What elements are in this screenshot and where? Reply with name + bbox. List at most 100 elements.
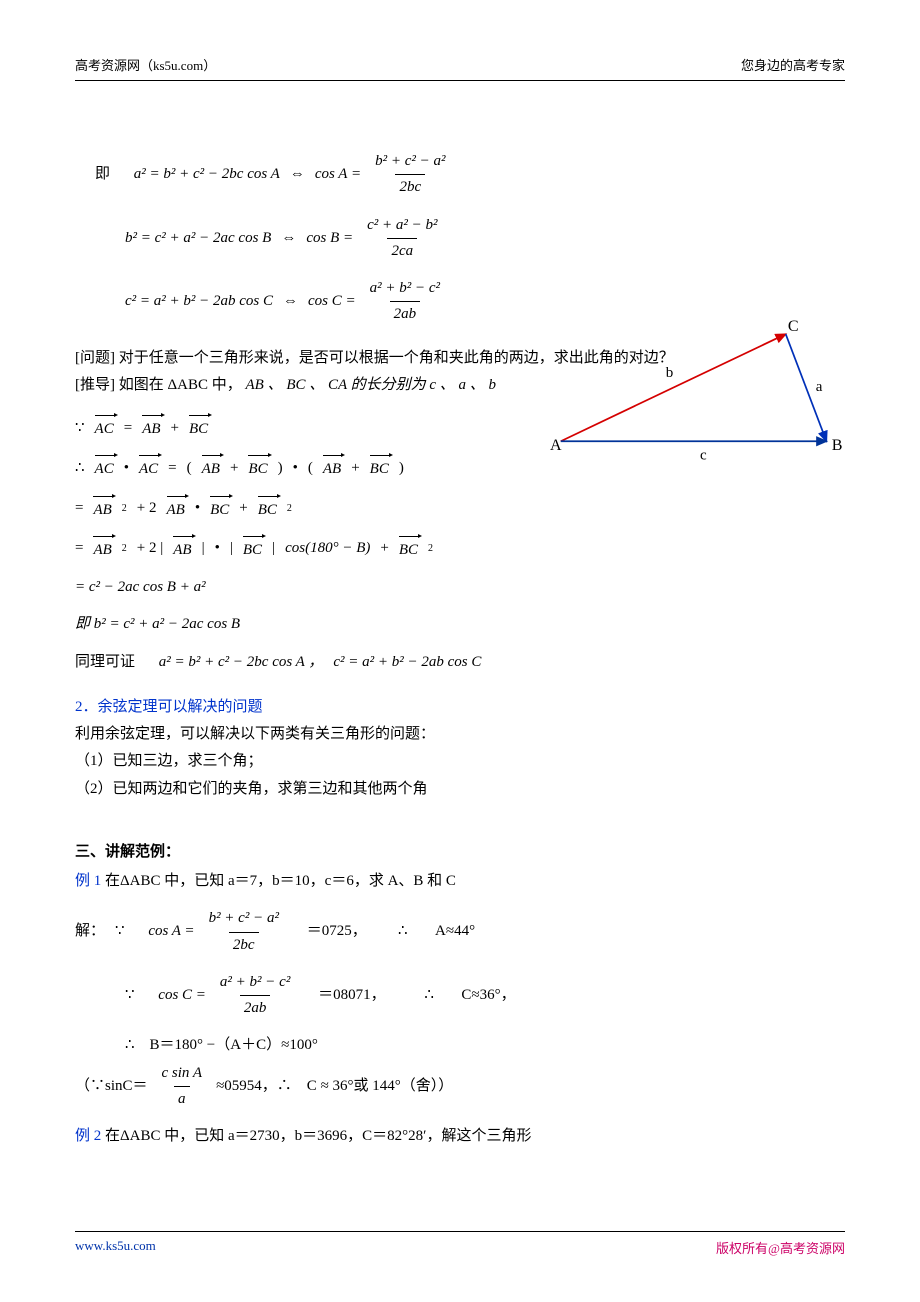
side-c: c <box>700 447 707 463</box>
ex1-l1-res: A≈44° <box>435 920 475 943</box>
eq-cosA-lhs: a² = b² + c² − 2bc cos A <box>134 163 280 186</box>
sup2: 2 <box>122 501 127 517</box>
frac-den: a <box>174 1086 190 1111</box>
ex1-cosC: cos C = <box>158 984 206 1007</box>
because-sym: ∵ <box>75 417 85 440</box>
iff: ⇔ <box>290 163 305 186</box>
footer-left: www.ks5u.com <box>75 1238 156 1257</box>
eq-sym: = <box>124 417 132 440</box>
frac-cosA: b² + c² − a² 2bc <box>371 150 449 200</box>
ex1-cosA: cos A = <box>148 920 194 943</box>
paren-r: ) <box>399 457 404 480</box>
ex1-sol4: （∵sinC＝ c sin A a ≈05954，∴ C ≈ 36°或 144°… <box>75 1062 845 1112</box>
triangle-diagram: A B C b a c <box>550 318 850 468</box>
section3-title: 三、讲解范例： <box>75 841 845 864</box>
vertex-A: A <box>550 437 562 454</box>
ex1-l4-pre: （∵sinC＝ <box>75 1075 148 1098</box>
frac-den: 2ca <box>387 238 417 263</box>
therefore-sym: ∴ <box>424 984 434 1007</box>
frac-num: c sin A <box>158 1062 207 1086</box>
label-jie: 即 <box>95 163 110 186</box>
ex1-l1-val: ＝0725， <box>307 920 367 943</box>
vec-BC: BC <box>248 455 267 481</box>
eq-cosA-rlabel: cos A = <box>315 163 361 186</box>
ex1-l2-res: C≈36°， <box>461 984 515 1007</box>
sup2: 2 <box>428 541 433 557</box>
ex1-label: 例 1 <box>75 873 101 889</box>
frac: c sin A a <box>158 1062 207 1112</box>
vec-AC: AC <box>95 415 114 441</box>
vertex-C: C <box>788 318 799 335</box>
ex1-l2-val: ＝08071， <box>318 984 386 1007</box>
plus-sym: + <box>239 497 247 520</box>
plus-sym: + <box>171 417 179 440</box>
header-right: 您身边的高考专家 <box>741 55 845 74</box>
deriv-l7-a: a² = b² + c² − 2bc cos A ， <box>159 651 324 674</box>
because-sym: ∵ <box>125 984 135 1007</box>
bar: | <box>202 537 205 560</box>
eq-cosC-lhs: c² = a² + b² − 2ab cos C <box>125 290 273 313</box>
ex1-sol1: 解： ∵ cos A = b² + c² − a² 2bc ＝0725， ∴ A… <box>75 907 845 957</box>
frac-cosC: a² + b² − c² 2ab <box>366 277 444 327</box>
deriv-l7-pre: 同理可证 <box>75 651 135 674</box>
deriv-l4: = AB2 + 2 | AB | • | BC | cos(180° − B) … <box>75 536 845 562</box>
sol-label: 解： <box>75 920 105 943</box>
h2-title: 2．余弦定理可以解决的问题 <box>75 696 845 719</box>
plus-sym: + 2 | <box>137 537 163 560</box>
frac-num: a² + b² − c² <box>366 277 444 301</box>
vec-AB: AB <box>142 415 160 441</box>
vertex-B: B <box>832 437 843 454</box>
vec-BC: BC <box>210 496 229 522</box>
vec-BC: BC <box>370 455 389 481</box>
therefore-sym: ∴ <box>398 920 408 943</box>
ex1-l4-val: ≈05954，∴ C ≈ 36°或 144°（舍）） <box>216 1075 453 1098</box>
vec-AB: AB <box>323 455 341 481</box>
example1: 例 1 在ΔABC 中，已知 a＝7，b＝10，c＝6，求 A、B 和 C <box>75 870 845 893</box>
solve-i2: （2）已知两边和它们的夹角，求第三边和其他两个角 <box>75 778 845 801</box>
paren-l: ( <box>187 457 192 480</box>
bar: | <box>272 537 275 560</box>
problem-label: [问题] <box>75 350 115 366</box>
solve-intro: 利用余弦定理，可以解决以下两类有关三角形的问题： <box>75 723 845 746</box>
frac-num: b² + c² − a² <box>371 150 449 174</box>
deriv-l3: = AB2 + 2 AB • BC + BC2 <box>75 496 845 522</box>
dot-sym: • <box>293 457 298 480</box>
frac-den: 2ab <box>390 301 421 326</box>
deriv-label: [推导] <box>75 377 115 393</box>
solve-i1: （1）已知三边，求三个角； <box>75 750 845 773</box>
frac: b² + c² − a² 2bc <box>205 907 283 957</box>
eq-cosB-rlabel: cos B = <box>306 227 353 250</box>
cosine-law-block: 即 a² = b² + c² − 2bc cos A ⇔ cos A = b² … <box>75 150 845 327</box>
example2: 例 2 在ΔABC 中，已知 a＝2730，b＝3696，C＝82°28′，解这… <box>75 1125 845 1148</box>
side-b: b <box>666 365 674 381</box>
eq-cosB-lhs: b² = c² + a² − 2ac cos B <box>125 227 271 250</box>
plus-sym: + 2 <box>137 497 157 520</box>
plus-sym: + <box>380 537 388 560</box>
deriv-text-a: 如图在 ΔABC 中， <box>119 377 242 393</box>
frac-num: a² + b² − c² <box>216 971 294 995</box>
vec-AC: AC <box>95 455 114 481</box>
frac-num: c² + a² − b² <box>363 214 441 238</box>
deriv-text-b: AB 、 BC 、 CA 的长分别为 c 、 a 、 b <box>246 377 497 393</box>
eq-sym: = <box>75 497 83 520</box>
vec-AB: AB <box>202 455 220 481</box>
header-left: 高考资源网（ks5u.com） <box>75 55 216 74</box>
frac-den: 2bc <box>395 174 425 199</box>
frac-cosB: c² + a² − b² 2ca <box>363 214 441 264</box>
eq-sym: = <box>168 457 176 480</box>
sup2: 2 <box>287 501 292 517</box>
bar: | <box>230 537 233 560</box>
ex1-sol2: ∵ cos C = a² + b² − c² 2ab ＝08071， ∴ C≈3… <box>75 971 845 1021</box>
dot-sym: • <box>124 457 129 480</box>
plus-sym: + <box>230 457 238 480</box>
eq-cosC-rlabel: cos C = <box>308 290 356 313</box>
ex1-text: 在ΔABC 中，已知 a＝7，b＝10，c＝6，求 A、B 和 C <box>105 873 456 889</box>
eq-sym: = <box>75 537 83 560</box>
dot-sym: • <box>195 497 200 520</box>
ex2-label: 例 2 <box>75 1128 101 1144</box>
dot-sym: • <box>215 537 220 560</box>
deriv-l5: = c² − 2ac cos B + a² <box>75 576 206 599</box>
vec-AB: AB <box>173 536 191 562</box>
footer-right: 版权所有@高考资源网 <box>716 1238 845 1257</box>
paren-r: ) <box>278 457 283 480</box>
